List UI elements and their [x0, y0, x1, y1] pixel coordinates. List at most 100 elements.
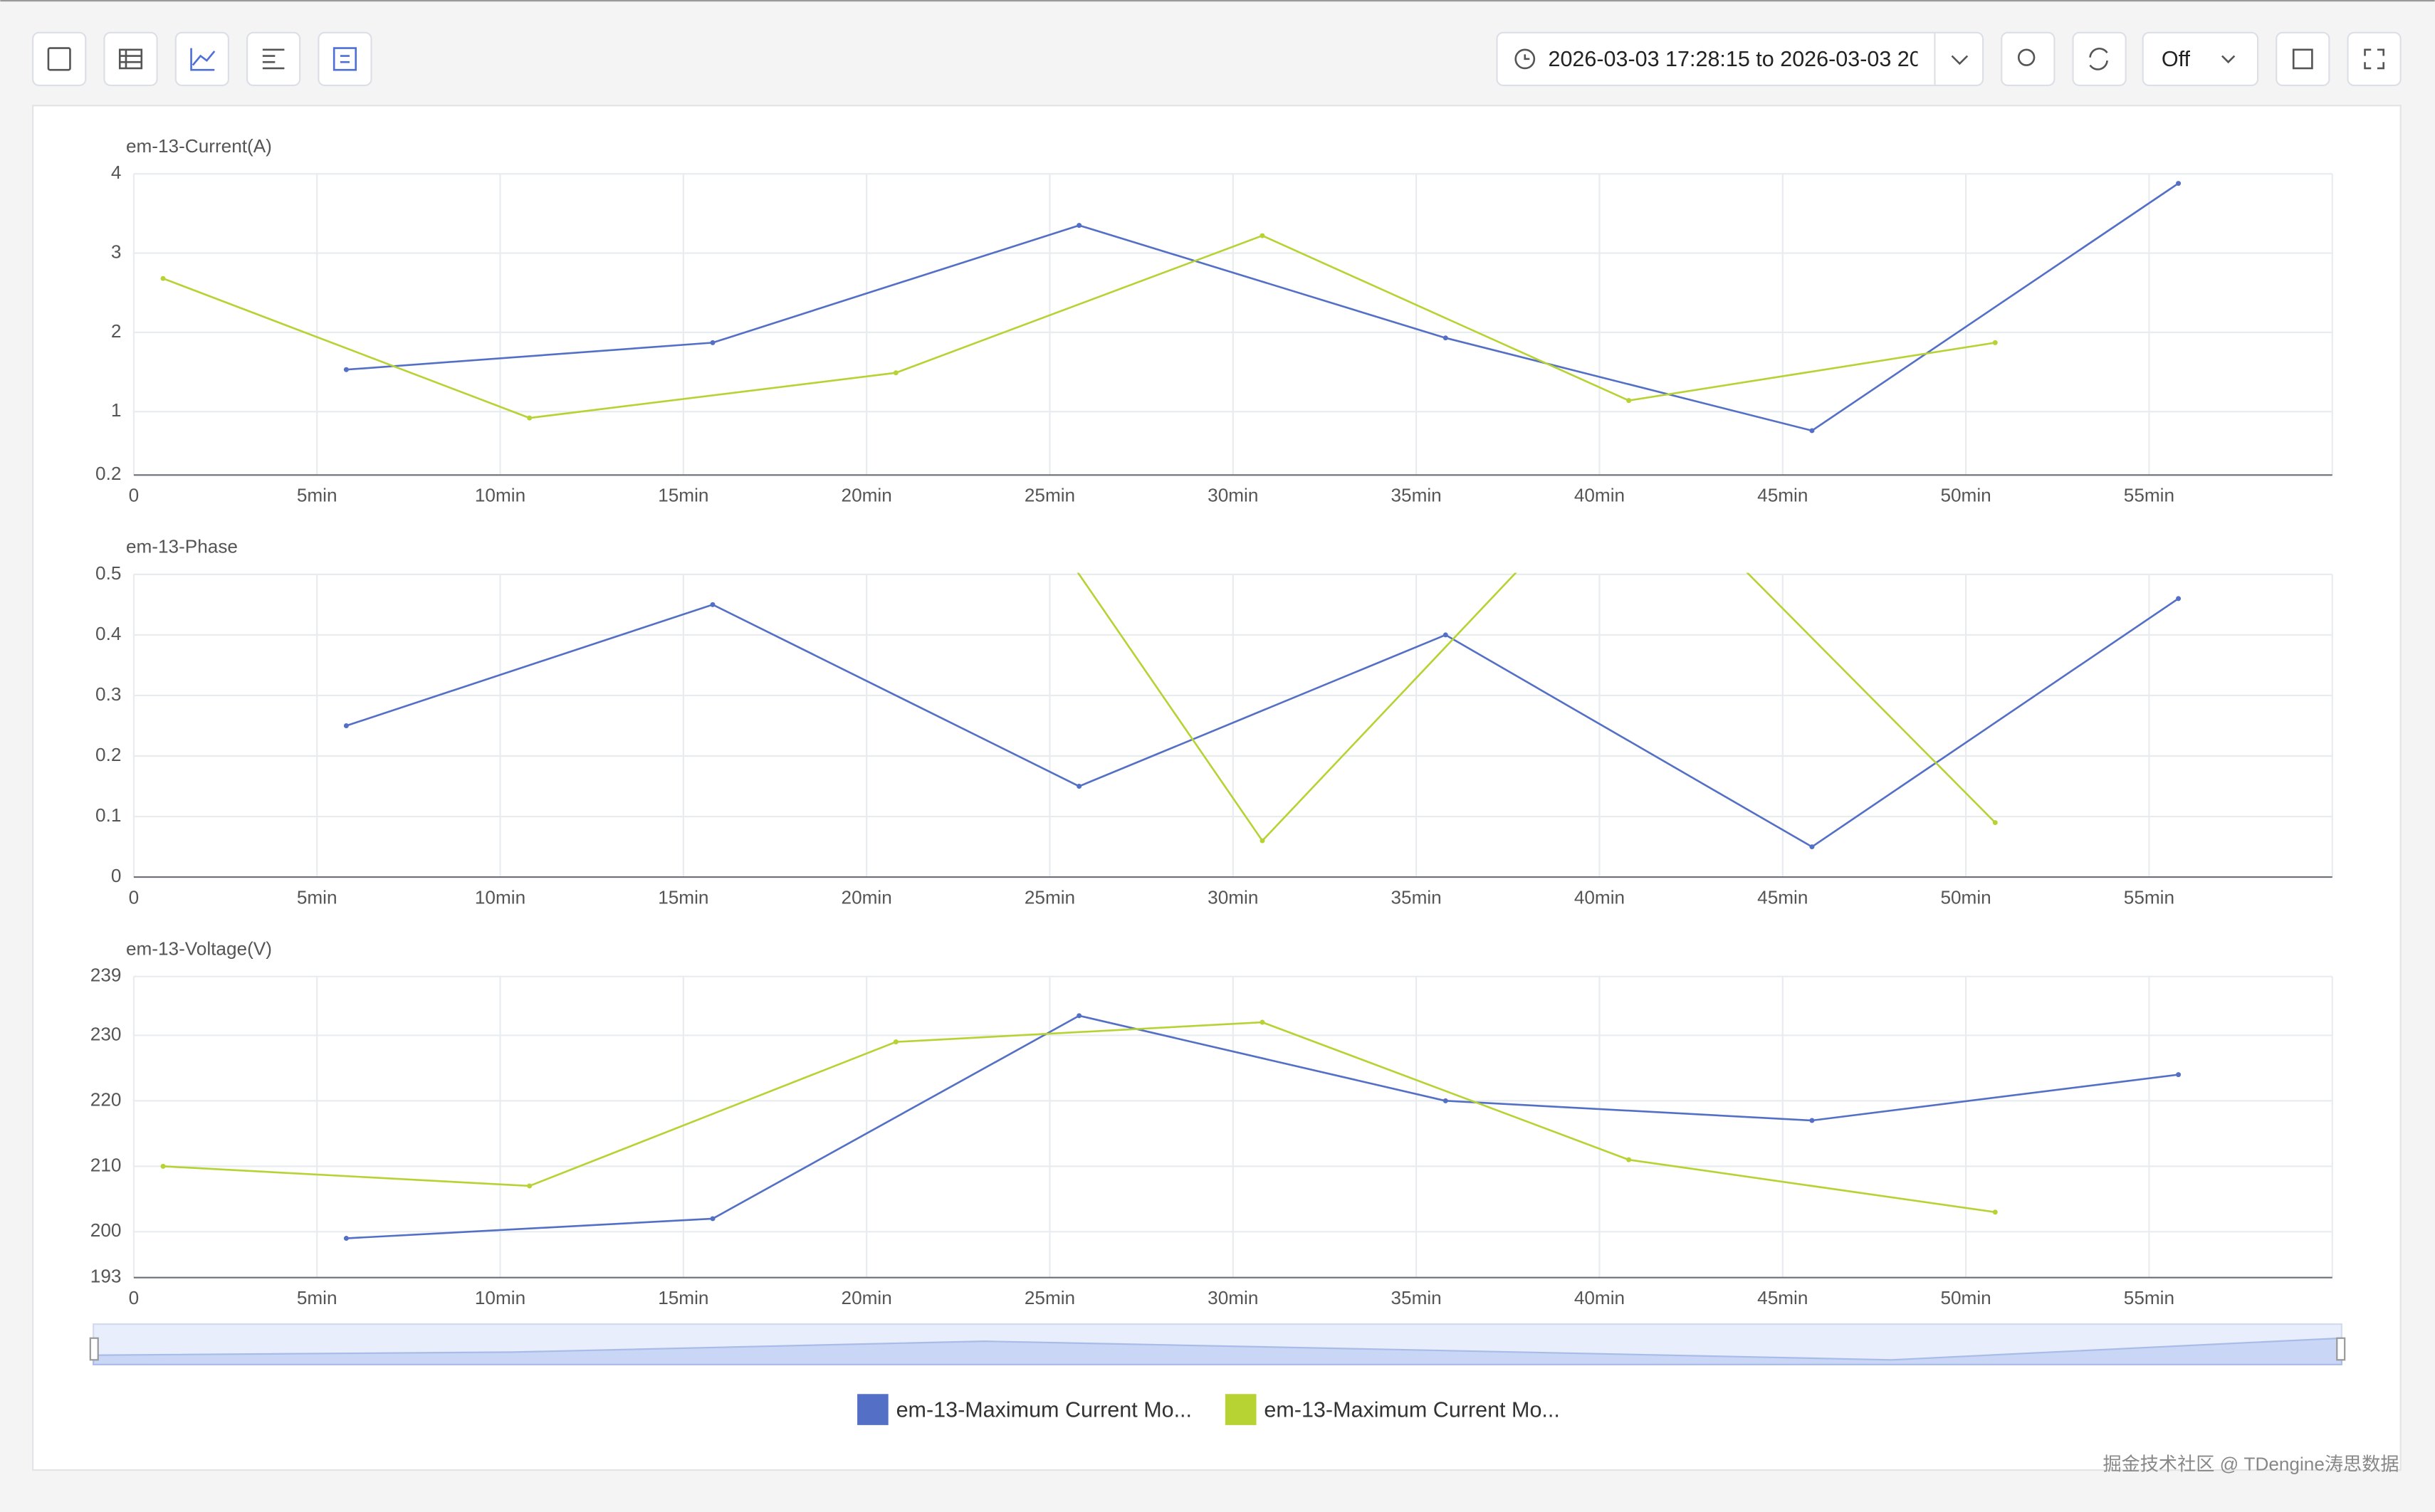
x-tick-label: 55min [2124, 887, 2174, 908]
x-tick-label: 25min [1025, 1287, 1075, 1308]
data-point [1992, 340, 1998, 345]
time-range-text: 2026-03-03 17:28:15 to 2026-03-03 20 [1548, 47, 1921, 71]
legend-label: em-13-Maximum Current Mo... [1264, 1397, 1559, 1422]
x-tick-label: 0 [129, 887, 140, 908]
data-point [710, 1216, 716, 1222]
x-tick-label: 35min [1391, 887, 1442, 908]
dropdown-arrow[interactable] [1951, 55, 1969, 65]
icon [47, 47, 71, 71]
data-point [710, 340, 716, 345]
icon [1524, 54, 1530, 61]
series-line [162, 1021, 1996, 1214]
data-point [343, 1236, 349, 1241]
data-point [893, 370, 899, 376]
zoom-handle[interactable] [2336, 1337, 2346, 1361]
y-tick-label: 0 [111, 865, 122, 886]
x-tick-label: 20min [842, 1287, 892, 1308]
chart-button[interactable] [174, 31, 229, 87]
plot-area [343, 572, 2182, 850]
zoom-handle[interactable] [89, 1337, 99, 1361]
y-tick-label: 1 [111, 399, 122, 421]
icon [190, 48, 216, 71]
y-tick-label: 0.4 [95, 623, 121, 644]
data-point [1260, 233, 1265, 238]
plot-area [160, 1013, 2182, 1241]
data-point [1626, 398, 1632, 404]
legend-swatch [857, 1394, 889, 1425]
data-point [160, 275, 166, 281]
data-zoom[interactable] [89, 1323, 2346, 1365]
refresh-interval-text: Off [2162, 47, 2191, 71]
series-line [346, 182, 2179, 432]
x-tick-label: 50min [1940, 887, 1991, 908]
y-tick-label: 4 [111, 162, 122, 183]
x-tick-label: 35min [1391, 1287, 1442, 1308]
y-tick-label: 230 [90, 1023, 122, 1044]
icon [2221, 55, 2236, 64]
icon [118, 48, 143, 70]
x-tick-label: 5min [297, 485, 337, 506]
fullscreen-button[interactable] [2347, 31, 2402, 87]
y-tick-label: 193 [90, 1266, 122, 1287]
save-button[interactable] [32, 31, 87, 87]
x-tick-label: 5min [297, 887, 337, 908]
x-tick-label: 55min [2124, 1287, 2174, 1308]
icon [2364, 48, 2385, 70]
data-point [527, 415, 533, 421]
x-tick-label: 45min [1757, 485, 1808, 506]
x-tick-label: 55min [2124, 485, 2174, 506]
data-point [2176, 596, 2182, 602]
data-point [710, 602, 716, 607]
x-tick-label: 15min [658, 485, 708, 506]
data-point [343, 723, 349, 728]
list-button[interactable] [246, 31, 301, 87]
icon [2292, 48, 2313, 70]
data-point [1809, 1118, 1815, 1123]
x-tick-label: 50min [1940, 485, 1991, 506]
icon [332, 47, 357, 71]
data-point [1442, 632, 1448, 638]
chart-title: em-13-Current(A) [126, 135, 272, 157]
x-tick-label: 0 [129, 1287, 140, 1308]
legend-label: em-13-Maximum Current Mo... [896, 1397, 1192, 1422]
export-image-button[interactable] [2276, 31, 2330, 87]
x-tick-label: 30min [1208, 1287, 1258, 1308]
data-point [1442, 335, 1448, 341]
x-tick-label: 40min [1574, 1287, 1625, 1308]
x-tick-label: 15min [658, 887, 708, 908]
x-tick-label: 25min [1025, 887, 1075, 908]
x-tick-label: 50min [1940, 1287, 1991, 1308]
data-point [343, 367, 349, 372]
y-tick-label: 0.5 [95, 562, 121, 584]
y-tick-label: 210 [90, 1154, 122, 1175]
y-tick-label: 0.2 [95, 463, 121, 484]
x-tick-label: 10min [475, 1287, 525, 1308]
zoom-out-button[interactable] [2001, 31, 2056, 87]
watermark: 掘金技术社区 @ TDengine涛思数据 [2103, 1453, 2399, 1474]
data-point [1992, 1209, 1998, 1215]
data-point [1260, 838, 1265, 844]
icon [262, 48, 285, 70]
chart-panel [32, 105, 2402, 1471]
series-line [345, 597, 2179, 849]
x-tick-label: 45min [1757, 1287, 1808, 1308]
series-line [346, 1014, 2179, 1239]
toolbar: 2026-03-03 17:28:15 to 2026-03-03 20 Off [32, 31, 2402, 87]
refresh-interval-select[interactable] [2142, 31, 2259, 87]
data-point [893, 1039, 899, 1045]
select-button[interactable] [318, 31, 372, 87]
y-tick-label: 2 [111, 320, 122, 342]
time-range-picker[interactable] [1496, 31, 1984, 87]
data-point [1442, 1098, 1448, 1103]
data-point [2176, 181, 2182, 187]
chart-title: em-13-Voltage(V) [126, 938, 272, 959]
table-button[interactable] [103, 31, 158, 87]
x-tick-label: 5min [297, 1287, 337, 1308]
x-tick-label: 25min [1025, 485, 1075, 506]
data-point [1809, 428, 1815, 434]
chart-title: em-13-Phase [126, 536, 238, 557]
x-tick-label: 40min [1574, 887, 1625, 908]
x-tick-label: 15min [658, 1287, 708, 1308]
refresh-button[interactable] [2072, 31, 2127, 87]
